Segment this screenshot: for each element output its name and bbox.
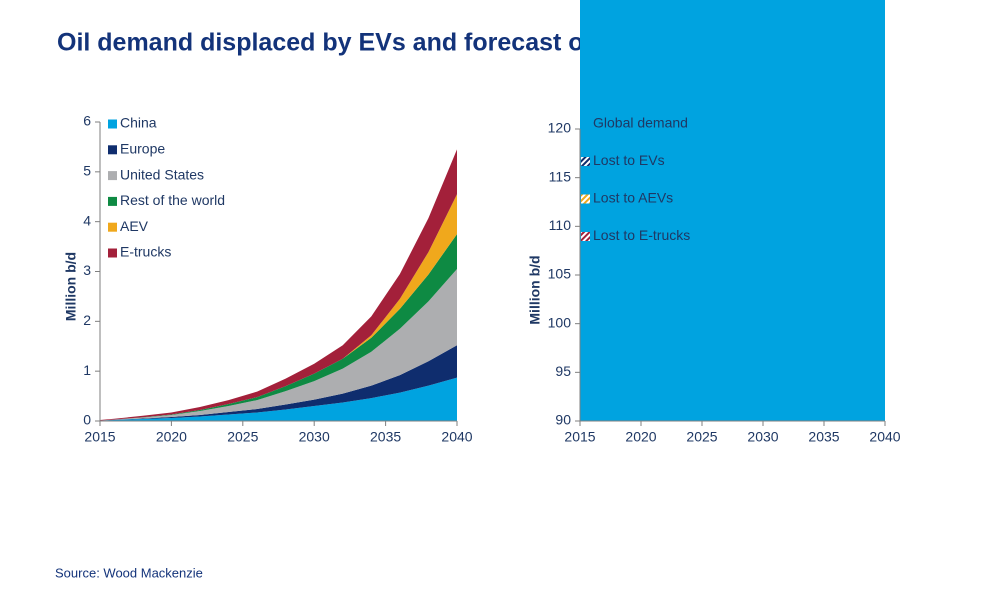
y-tick-label: 4 [83,212,91,228]
x-tick-label: 2020 [156,429,187,445]
legend-swatch [108,248,117,258]
area [100,345,457,421]
y-tick-label: 105 [548,266,572,282]
y-tick-label: 115 [549,168,572,184]
y-tick-label: 3 [83,262,91,278]
legend-label: United States [120,166,204,182]
legend-swatch [108,171,117,181]
x-tick-label: 2035 [808,429,839,445]
x-tick-label: 2040 [869,429,900,445]
legend-label: Global demand [593,115,688,131]
legend-label: Europe [120,141,165,157]
legend-label: Rest of the world [120,192,225,208]
x-tick-label: 2035 [370,429,401,445]
legend-label: E-trucks [120,244,171,260]
y-tick-label: 6 [83,113,91,129]
area [100,269,457,421]
legend-swatch [108,119,117,129]
area [580,0,885,421]
y-tick-label: 5 [83,163,91,179]
legend-swatch [581,194,590,204]
y-tick-label: 90 [555,412,571,428]
y-tick-label: 0 [83,412,91,428]
legend-label: China [120,115,157,131]
y-tick-label: 95 [555,363,571,379]
y-tick-label: 110 [549,217,572,233]
x-tick-label: 2015 [564,429,595,445]
legend-label: Lost to E-trucks [593,227,690,243]
area [100,377,457,421]
y-tick-label: 120 [548,120,572,136]
legend-label: Lost to AEVs [593,190,673,206]
y-axis-label: Million b/d [527,255,543,324]
x-tick-label: 2025 [686,429,717,445]
legend-swatch [108,145,117,155]
legend-swatch [108,196,117,206]
y-tick-label: 1 [83,362,91,378]
legend-swatch [108,222,117,232]
x-tick-label: 2030 [299,429,330,445]
x-tick-label: 2020 [625,429,656,445]
source: Source: Wood Mackenzie [55,565,203,580]
x-tick-label: 2030 [747,429,778,445]
x-tick-label: 2015 [84,429,115,445]
legend-label: Lost to EVs [593,152,665,168]
legend-label: AEV [120,218,149,234]
legend-swatch [581,232,590,241]
y-axis-label: Million b/d [63,252,79,321]
y-tick-label: 2 [83,312,91,328]
x-tick-label: 2040 [441,429,472,445]
x-tick-label: 2025 [227,429,258,445]
area [100,234,457,421]
y-tick-label: 100 [548,314,572,330]
legend-swatch [581,119,590,129]
legend-swatch [581,157,590,166]
